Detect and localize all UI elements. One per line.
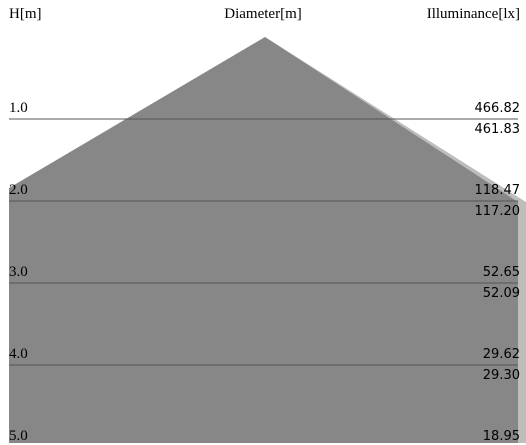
illuminance-value: 466.82 [474,101,521,116]
main-cone [9,37,518,443]
illuminance-value-secondary: 117.20 [474,204,521,219]
header-height: H[m] [9,6,42,22]
height-label: 3.0 [9,264,28,280]
illuminance-value: 29.62 [482,347,520,362]
header-diameter: Diameter[m] [224,6,302,22]
illuminance-value-secondary: 461.83 [474,122,521,137]
illuminance-value: 18.95 [482,429,520,444]
illuminance-value-secondary: 29.30 [482,368,520,383]
height-label: 1.0 [9,100,28,116]
header-illuminance: Illuminance[lx] [426,6,520,22]
height-label: 4.0 [9,346,28,362]
height-label: 2.0 [9,182,28,198]
illuminance-value: 118.47 [474,183,521,198]
height-label: 5.0 [9,428,28,444]
illuminance-value-secondary: 52.09 [482,286,520,301]
illuminance-value: 52.65 [482,265,520,280]
